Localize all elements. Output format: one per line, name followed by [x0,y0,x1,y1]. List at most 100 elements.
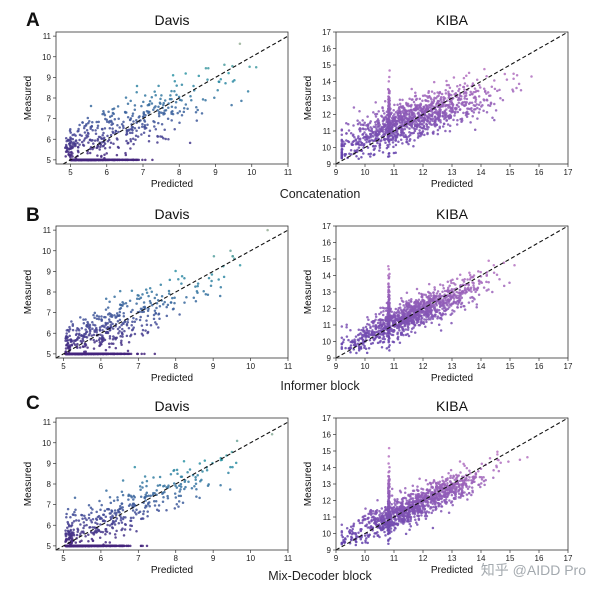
data-point [345,325,348,329]
data-point [341,341,345,344]
data-point [153,120,156,124]
data-point [432,117,435,121]
data-point [198,496,201,500]
data-point [66,522,70,526]
data-point [390,328,393,331]
data-point [430,305,434,308]
data-point [374,121,377,124]
data-point [447,286,450,289]
data-point [401,117,404,120]
data-point [485,280,488,284]
data-point [442,312,445,316]
data-point [378,323,382,327]
data-point [146,314,150,318]
data-point [78,143,81,146]
data-point [447,96,450,99]
chart-title: Davis [154,398,189,414]
data-point [363,131,366,134]
data-point [183,301,186,304]
data-point [378,144,381,147]
data-point [138,318,142,322]
data-point [410,87,413,91]
data-point [390,119,393,123]
data-point [408,118,411,122]
data-point [430,104,433,107]
data-point [143,305,147,309]
x-tick-label: 6 [105,168,110,177]
data-point [93,324,97,327]
y-tick-label: 7 [47,115,52,124]
y-axis-label: Measured [303,76,314,120]
data-point [427,309,431,313]
data-point [426,127,429,131]
y-tick-label: 10 [322,144,331,153]
data-point [420,108,424,111]
data-point [340,145,344,148]
data-point [348,152,351,155]
data-point [408,131,411,134]
y-tick-label: 12 [322,111,331,120]
data-point [126,304,129,308]
data-point [381,151,385,154]
data-point [391,320,395,324]
data-point [351,140,355,144]
data-point [64,540,67,544]
data-point [134,138,137,142]
data-point [156,484,160,487]
data-point [137,126,141,130]
data-point [413,114,417,118]
data-point [400,296,403,300]
data-point [361,133,364,136]
reference-line [335,225,569,359]
data-point [136,135,140,138]
chart-title: KIBA [436,206,469,222]
data-point [93,139,97,142]
data-point [125,139,128,143]
data-point [74,140,77,143]
data-point [427,315,430,319]
data-point [515,86,518,90]
data-point [144,158,147,162]
data-point [501,98,505,102]
data-point [371,329,374,332]
data-point [366,315,369,319]
data-point [440,100,443,104]
data-point [410,126,414,129]
data-point [430,100,434,103]
data-point [362,343,365,346]
data-point [145,319,148,322]
x-tick-label: 16 [535,168,544,177]
data-point [441,298,445,302]
data-point [483,67,486,71]
data-point [473,298,476,301]
data-point [131,112,135,115]
data-point [438,92,441,95]
data-point [85,129,89,132]
davis-plot-c: Davis 5 6 7 8 9 10 11 5 6 7 8 9 10 11 Predicted Measured [20,398,300,576]
data-point [447,93,450,96]
data-point [248,65,251,68]
data-point [411,116,415,119]
data-point [446,299,450,302]
data-point [477,111,481,114]
data-point [124,153,128,157]
data-point [347,129,351,132]
data-point [222,275,226,279]
data-point [163,128,166,132]
data-point [435,292,439,295]
data-point [178,98,182,102]
data-point [462,85,466,89]
data-point [80,327,84,330]
data-point [118,318,122,322]
data-point [454,110,457,114]
data-point [376,141,379,145]
data-point [123,110,127,114]
data-point [361,119,364,122]
data-point [123,320,127,323]
data-point [384,319,388,323]
y-tick-label: 8 [47,288,52,297]
data-point [399,112,403,115]
data-point [447,301,450,305]
data-point [382,335,386,339]
data-point [380,345,384,349]
